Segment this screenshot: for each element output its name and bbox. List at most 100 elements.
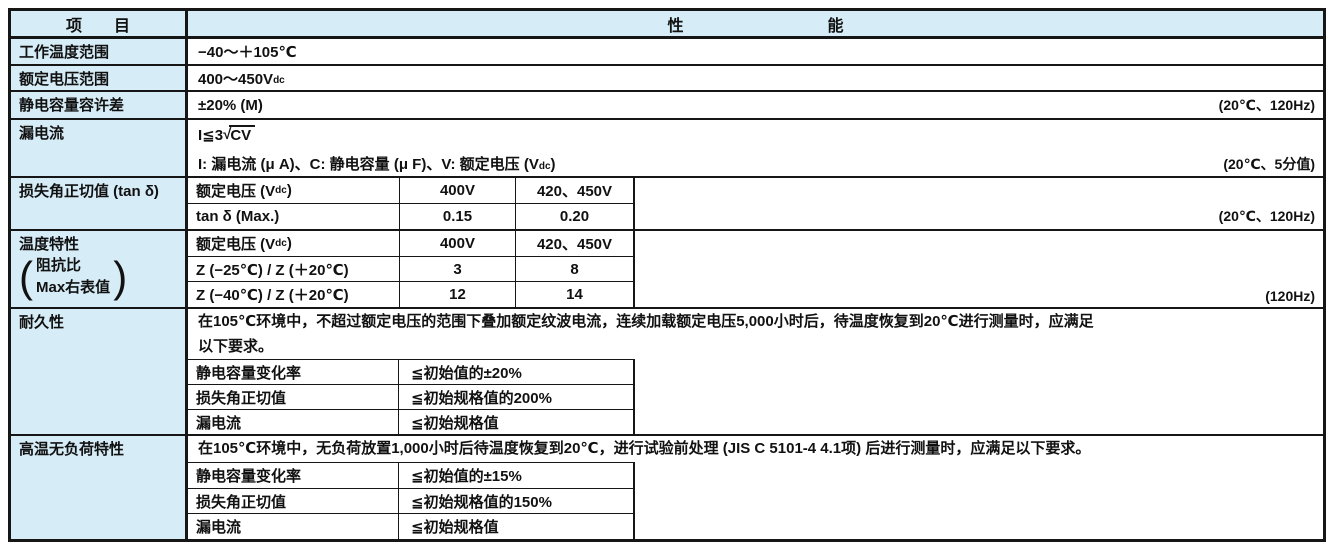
perf-cell: 在105℃环境中，无负荷放置1,000小时后待温度恢复到20℃，进行试验前处理 … — [188, 436, 1323, 540]
tolerance-line: ±20% (M) (20℃、120Hz) — [188, 92, 1323, 118]
table-row: 漏电流 ≦初始规格值 — [188, 514, 633, 540]
endurance-stack: 在105℃环境中，不超过额定电压的范围下叠加额定纹波电流，连续加载额定电压5,0… — [188, 309, 1323, 434]
row-tan-delta: 损失角正切值 (tan δ) 额定电压 (V dc) 400V 420、450V … — [11, 178, 1323, 231]
radical-sign: √ — [223, 126, 232, 143]
radicand: CV — [229, 124, 256, 145]
legend-text: I: 漏电流 (μ A)、C: 静电容量 (μ F)、V: 额定电压 (V — [198, 156, 539, 173]
item-label: 耐久性 — [11, 309, 188, 434]
leakage-value: ≦初始规格值 — [411, 414, 499, 432]
row-endurance: 耐久性 在105℃环境中，不超过额定电压的范围下叠加额定纹波电流，连续加载额定电… — [11, 309, 1323, 436]
leakage-label: 漏电流 — [188, 410, 399, 434]
condition-note: (120Hz) — [1265, 288, 1315, 304]
condition-note: (20℃、5分值) — [1223, 155, 1315, 172]
header-item: 项 目 — [11, 11, 188, 36]
cap-change-value: ≦初始值的±20% — [411, 364, 522, 382]
table-row: Z (−40℃) / Z (＋20℃) 12 14 — [188, 282, 633, 308]
row-rated-voltage-range: 额定电压范围 400～450V dc — [11, 66, 1323, 92]
z-minus40-label: Z (−40℃) / Z (＋20℃) — [188, 282, 400, 308]
tan-delta-420-450v: 0.20 — [559, 208, 590, 225]
leakage-value: ≦初始规格值 — [411, 519, 499, 537]
paren-line1: 阻抗比 — [36, 257, 82, 274]
hdr-sub: dc — [275, 237, 287, 249]
voltage-main: 400～450V — [198, 70, 274, 88]
table-row: Z (−25℃) / Z (＋20℃) 3 8 — [188, 256, 633, 283]
temp-char-table: 额定电压 (V dc) 400V 420、450V Z (−25℃) / Z (＋… — [188, 231, 635, 308]
high-temp-stack: 在105℃环境中，无负荷放置1,000小时后待温度恢复到20℃，进行试验前处理 … — [188, 436, 1323, 540]
row-high-temp-no-load: 高温无负荷特性 在105℃环境中，无负荷放置1,000小时后待温度恢复到20℃，… — [11, 436, 1323, 540]
high-temp-criteria-table: 静电容量变化率 ≦初始值的±15% 损失角正切值 ≦初始规格值的150% 漏电流… — [188, 462, 635, 540]
operating-temp-value: −40～＋105℃ — [198, 44, 297, 61]
tolerance-value: ±20% (M) — [198, 96, 263, 114]
cap-change-value: ≦初始值的±15% — [411, 467, 522, 485]
desc-line1: 在105℃环境中，不超过额定电压的范围下叠加额定纹波电流，连续加载额定电压5,0… — [198, 313, 1094, 330]
row-operating-temp-range: 工作温度范围 −40～＋105℃ — [11, 39, 1323, 66]
perf-cell: 400～450V dc — [188, 66, 1323, 90]
endurance-description: 在105℃环境中，不超过额定电压的范围下叠加额定纹波电流，连续加载额定电压5,0… — [188, 309, 1323, 359]
item-label: 高温无负荷特性 — [11, 436, 188, 539]
table-row: 漏电流 ≦初始规格值 — [188, 410, 633, 434]
table-header-row: 项 目 性 能 — [11, 11, 1323, 39]
spec-table: 项 目 性 能 工作温度范围 −40～＋105℃ 额定电压范围 400～450V… — [8, 8, 1326, 542]
col-420-450v: 420、450V — [536, 183, 613, 200]
z-minus40-420-450v: 14 — [566, 286, 583, 304]
col-420-450v: 420、450V — [536, 235, 613, 253]
condition-note: (20℃、120Hz) — [1218, 208, 1315, 224]
condition-note: (20℃、120Hz) — [1218, 97, 1315, 113]
tan-delta-label: 损失角正切值 — [188, 488, 399, 514]
hdr-p2: ) — [286, 182, 292, 199]
leakage-legend: I: 漏电流 (μ A)、C: 静电容量 (μ F)、V: 额定电压 (Vdc) — [198, 153, 556, 174]
tan-delta-label: 损失角正切值 — [188, 385, 399, 409]
desc-line2: 以下要求。 — [198, 338, 274, 355]
item-label: 额定电压范围 — [11, 66, 188, 90]
perf-cell: 额定电压 (V dc) 400V 420、450V Z (−25℃) / Z (＋… — [188, 231, 1323, 308]
legend-close: ) — [550, 156, 556, 173]
open-paren: ( — [19, 252, 33, 301]
tan-delta-400v: 0.15 — [400, 204, 516, 229]
item-label: 静电容量容许差 — [11, 92, 188, 118]
row-leakage-current: 漏电流 I≦3 √ CV I: 漏电流 (μ A)、C: 静电容量 (μ F)、V… — [11, 120, 1323, 178]
endurance-criteria-table: 静电容量变化率 ≦初始值的±20% 损失角正切值 ≦初始规格值的200% 漏电流… — [188, 359, 635, 434]
hdr-p1: 额定电压 (V — [196, 235, 276, 253]
rated-voltage-header: 额定电压 (V dc) — [188, 231, 400, 256]
perf-cell: 在105℃环境中，不超过额定电压的范围下叠加额定纹波电流，连续加载额定电压5,0… — [188, 309, 1323, 434]
perf-cell: I≦3 √ CV I: 漏电流 (μ A)、C: 静电容量 (μ F)、V: 额定… — [188, 120, 1323, 176]
table-row: 损失角正切值 ≦初始规格值的200% — [188, 385, 633, 410]
formula-lead: I≦3 — [198, 126, 224, 144]
z-minus25-label: Z (−25℃) / Z (＋20℃) — [188, 256, 400, 282]
item-label: 漏电流 — [11, 120, 188, 176]
item-label: 工作温度范围 — [11, 39, 188, 64]
z-minus25-400v: 3 — [400, 256, 516, 282]
perf-cell: −40～＋105℃ — [188, 39, 1323, 64]
hdr-sub: dc — [275, 185, 287, 196]
z-minus40-400v: 12 — [400, 282, 516, 308]
cap-change-label: 静电容量变化率 — [188, 360, 399, 384]
table-row: tan δ (Max.) 0.15 0.20 — [188, 204, 633, 229]
col-400v: 400V — [400, 178, 516, 203]
temp-char-paren-group: ( 阻抗比 Max右表值 ) — [19, 255, 181, 299]
rated-voltage-value: 400～450V dc — [188, 66, 1323, 90]
leakage-formula: I≦3 √ CV — [188, 120, 1323, 149]
table-row: 静电容量变化率 ≦初始值的±15% — [188, 463, 633, 489]
tan-delta-value: ≦初始规格值的150% — [411, 493, 552, 511]
table-row: 额定电压 (V dc) 400V 420、450V — [188, 178, 633, 204]
cap-change-label: 静电容量变化率 — [188, 463, 399, 488]
leakage-label: 漏电流 — [188, 514, 399, 540]
leakage-legend-line: I: 漏电流 (μ A)、C: 静电容量 (μ F)、V: 额定电压 (Vdc)… — [188, 149, 1323, 178]
header-performance: 性 能 — [188, 11, 1323, 36]
row-capacitance-tolerance: 静电容量容许差 ±20% (M) (20℃、120Hz) — [11, 92, 1323, 120]
perf-cell: 额定电压 (V dc) 400V 420、450V tan δ (Max.) 0.… — [188, 178, 1323, 229]
hdr-p2: ) — [286, 234, 292, 252]
row-temp-characteristics: 温度特性 ( 阻抗比 Max右表值 ) 额定电压 (V dc) — [11, 231, 1323, 309]
table-row: 额定电压 (V dc) 400V 420、450V — [188, 231, 633, 257]
tan-delta-value: ≦初始规格值的200% — [411, 389, 552, 407]
perf-cell: ±20% (M) (20℃、120Hz) — [188, 92, 1323, 118]
temp-char-title: 温度特性 — [19, 236, 80, 253]
table-row: 损失角正切值 ≦初始规格值的150% — [188, 488, 633, 515]
hdr-p1: 额定电压 (V — [196, 183, 276, 200]
paren-line2: Max右表值 — [36, 279, 111, 296]
tan-delta-max-label: tan δ (Max.) — [188, 204, 400, 229]
rated-voltage-header: 额定电压 (V dc) — [188, 178, 400, 203]
close-paren: ) — [113, 252, 128, 301]
col-400v: 400V — [400, 231, 516, 256]
